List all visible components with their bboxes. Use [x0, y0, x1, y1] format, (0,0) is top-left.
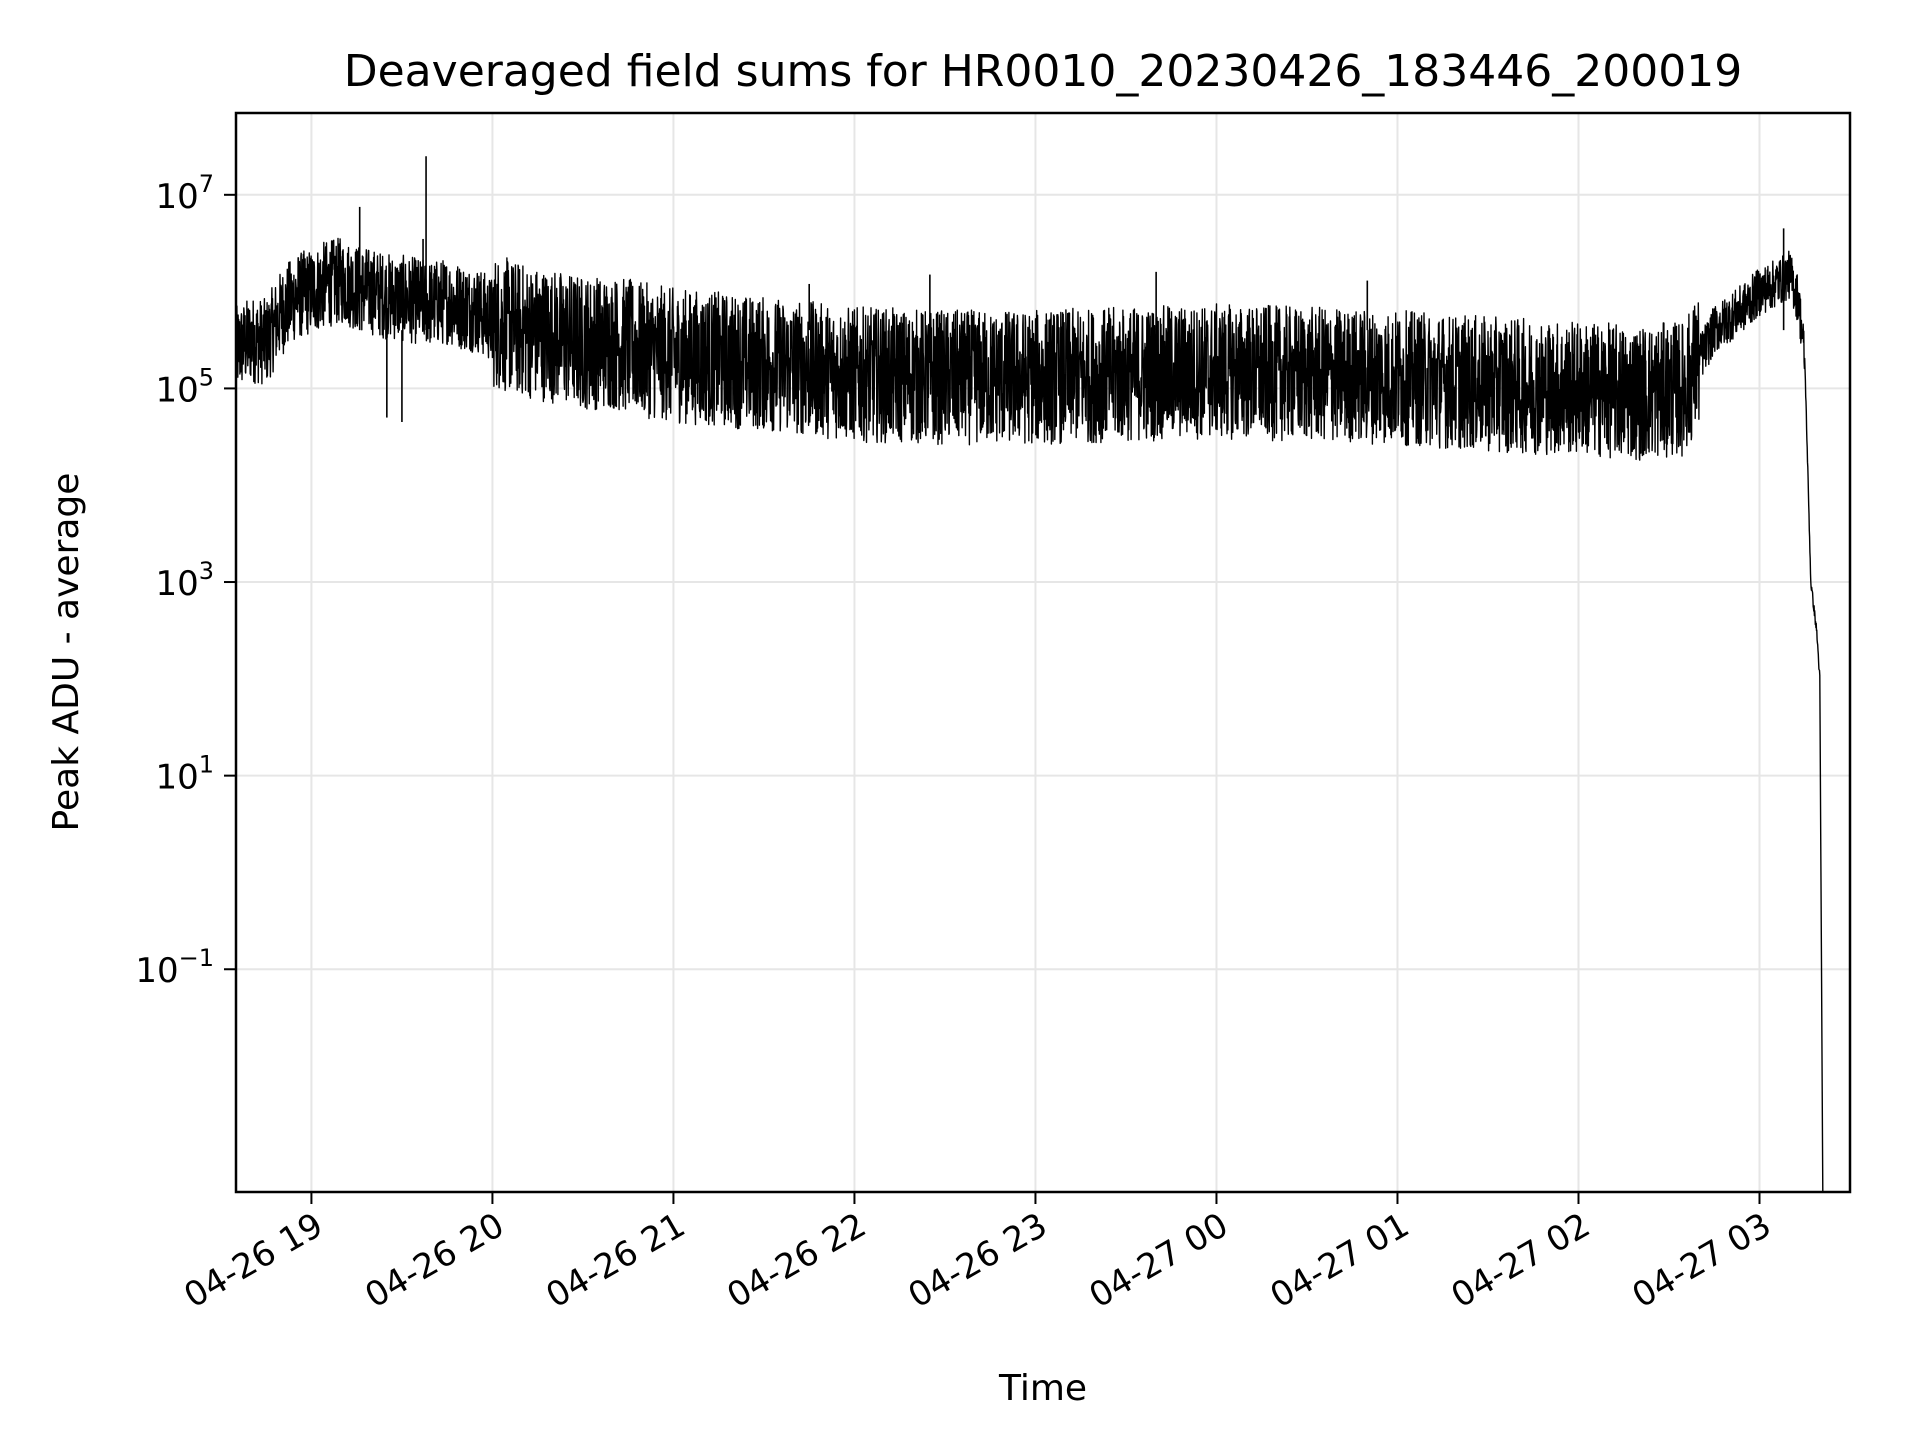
y-tick-label: 105 — [155, 363, 214, 410]
series-line — [236, 237, 1824, 1192]
chart-title: Deaveraged field sums for HR0010_2023042… — [344, 46, 1743, 97]
x-axis-label: Time — [998, 1368, 1087, 1409]
plot-area — [236, 156, 1824, 1192]
y-tick-label: 103 — [155, 557, 214, 604]
y-axis: 107 105 103 101 10−1 — [135, 170, 236, 991]
y-tick-label: 101 — [155, 751, 214, 798]
y-tick-label: 10−1 — [135, 944, 214, 991]
y-tick-label: 107 — [155, 170, 214, 217]
plot-frame — [234, 111, 1852, 1194]
y-axis-label: Peak ADU - average — [46, 473, 87, 832]
